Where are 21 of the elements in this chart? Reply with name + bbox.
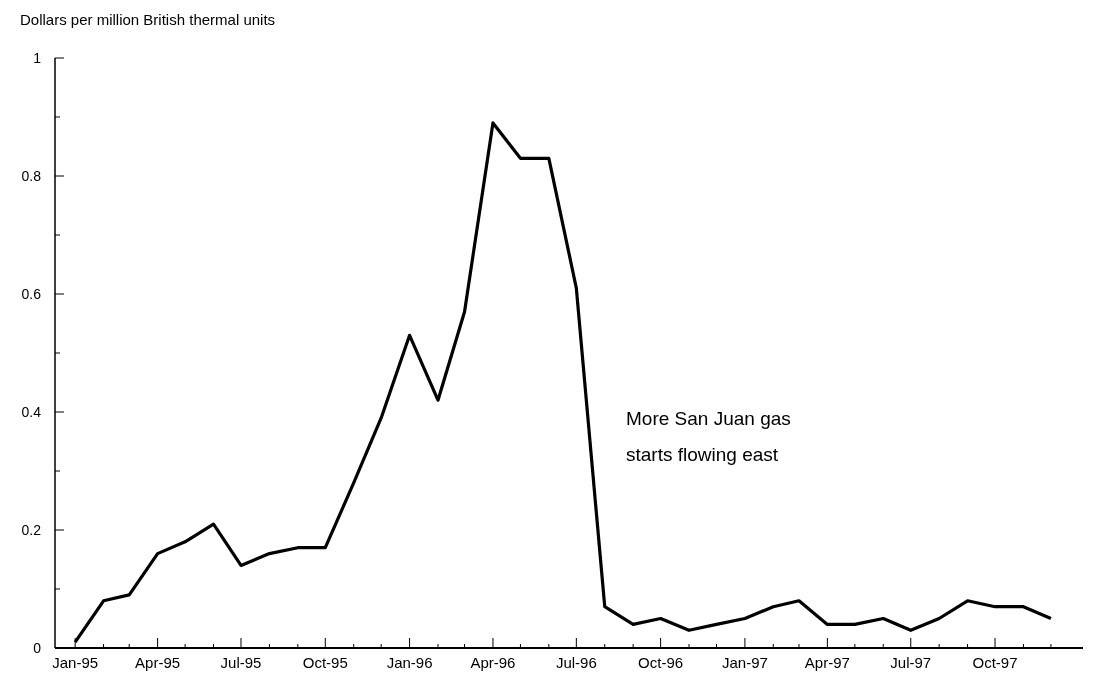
annotation: More San Juan gas starts flowing east [626,408,791,465]
x-tick-label: Oct-95 [302,654,348,671]
x-tick-label: Oct-96 [638,654,684,671]
y-tick-label: 1 [33,50,42,66]
x-tick-label: Jan-97 [721,654,768,671]
y-tick-label: 0.8 [21,168,42,184]
x-tick-label: Apr-96 [470,654,516,671]
x-tick-label: Jul-96 [555,654,597,671]
y-tick-label: 0 [33,640,42,656]
y-tick-label: 0.4 [21,404,42,420]
x-tick-label: Jan-96 [386,654,433,671]
x-tick-label: Jul-95 [220,654,262,671]
x-tick-label: Apr-97 [804,654,850,671]
y-tick-label: 0.6 [21,286,42,302]
x-tick-label: Jan-95 [52,654,99,671]
x-tick-label: Apr-95 [135,654,181,671]
x-tick-label: Oct-97 [972,654,1018,671]
line-series [73,121,1053,644]
y-axis-title: Dollars per million British thermal units [20,11,276,28]
y-tick-label: 0.2 [21,522,42,538]
x-tick-label: Jul-97 [890,654,932,671]
